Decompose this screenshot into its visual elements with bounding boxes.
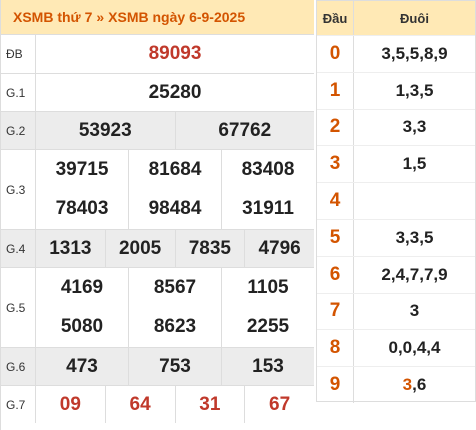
prize-number: 53923: [78, 119, 132, 141]
prize-row: ĐB 89093: [1, 34, 314, 73]
loto-row: 8 0,0,4,4: [317, 329, 475, 367]
loto-rows: 0 3,5,5,8,9 1 1,3,5 2 3,3 3 1,5 4 5 3,3,5 6 2,4,7,7,…: [317, 35, 475, 403]
loto-table: Đầu Đuôi 0 3,5,5,8,9 1 1,3,5 2 3,3 3 1,5 4 5 3,3,5…: [316, 0, 476, 403]
prize-number: 78403: [55, 198, 109, 220]
prize-number: 1313: [49, 237, 92, 259]
loto-head-digit: 1: [317, 72, 354, 109]
prize-number: 7835: [174, 230, 245, 267]
loto-tail-column-title: Đuôi: [400, 10, 429, 26]
loto-head-digit: 0: [317, 36, 354, 72]
prize-label: G.2: [1, 112, 36, 149]
loto-tail-digits: 3,3: [402, 117, 427, 137]
loto-tail-digits: 3,5,5,8,9: [381, 43, 448, 63]
prize-number: 67: [244, 386, 314, 423]
loto-head-column-title: Đầu: [317, 1, 354, 35]
loto-tail-digits: 1,3,5: [395, 80, 434, 100]
loto-tail-digits: 3,3,5: [395, 227, 434, 247]
prize-number: 5080: [60, 316, 104, 338]
prize-number: 83408: [221, 150, 314, 190]
prize-row: G.6 473 753 153: [1, 347, 314, 385]
breadcrumb-separator: »: [96, 9, 105, 25]
prize-label: G.6: [1, 348, 36, 385]
loto-tail-digits: 3,6: [354, 367, 475, 403]
loto-head-digit: 4: [317, 183, 354, 219]
loto-tail-digits: 3: [409, 301, 420, 321]
prize-number: 98484: [128, 189, 221, 229]
prize-row: G.3 39715 81684 83408 78403 98484 31911: [1, 149, 314, 229]
loto-head-digit: 5: [317, 219, 354, 256]
prize-number: 81684: [128, 150, 221, 190]
prize-number: 8623: [128, 307, 221, 347]
prize-number: 2255: [221, 307, 314, 347]
prize-number: 09: [59, 393, 81, 415]
prize-number: 2005: [104, 230, 175, 267]
prize-number: 31911: [221, 189, 314, 229]
prize-label: G.3: [1, 150, 36, 229]
prize-number: 4796: [244, 230, 314, 267]
prize-number: 39715: [55, 158, 109, 180]
prize-number: 25280: [148, 81, 202, 103]
loto-tail-part: 3: [402, 375, 413, 395]
prize-number: 8567: [128, 268, 221, 308]
prize-label: ĐB: [1, 35, 36, 73]
prize-label: G.1: [1, 74, 36, 111]
prize-number: 31: [174, 386, 245, 423]
loto-row: 6 2,4,7,7,9: [317, 255, 475, 293]
loto-row: 2 3,3: [317, 108, 475, 146]
xsmb-date-link[interactable]: XSMB ngày 6-9-2025: [108, 9, 246, 25]
prize-row: G.1 25280: [1, 73, 314, 111]
loto-row: 0 3,5,5,8,9: [317, 35, 475, 72]
loto-row: 1 1,3,5: [317, 71, 475, 109]
prize-row: G.5 4169 8567 1105 5080 8623 2255: [1, 267, 314, 347]
prize-label: G.5: [1, 268, 36, 347]
prize-label: G.7: [1, 386, 36, 423]
loto-row: 3 1,5: [317, 145, 475, 183]
prize-number: 753: [128, 348, 221, 385]
prize-rows: ĐB 89093 G.1 25280 G.2 53923 67762 G.3 39715 8168…: [1, 34, 314, 423]
prize-row: G.7 09 64 31 67: [1, 385, 314, 423]
prize-row: G.2 53923 67762: [1, 111, 314, 149]
loto-head-digit: 3: [317, 146, 354, 183]
loto-row: 4: [317, 182, 475, 219]
prize-number: 4169: [60, 276, 104, 298]
prize-row: G.4 1313 2005 7835 4796: [1, 229, 314, 267]
loto-head-digit: 8: [317, 330, 354, 367]
prize-number: 1105: [221, 268, 314, 308]
loto-tail-digits: [354, 183, 475, 219]
loto-header: Đầu Đuôi: [317, 1, 475, 35]
loto-row: 5 3,3,5: [317, 218, 475, 256]
loto-tail-digits: 0,0,4,4: [388, 338, 441, 358]
prize-number: 473: [66, 355, 98, 377]
prize-label: G.4: [1, 230, 36, 267]
prize-number: 64: [104, 386, 175, 423]
loto-head-digit: 2: [317, 109, 354, 146]
loto-tail-digits: 2,4,7,7,9: [381, 264, 448, 284]
prize-number: 67762: [174, 112, 315, 149]
loto-head-digit: 9: [317, 367, 354, 403]
loto-tail-part: ,6: [412, 375, 427, 395]
results-header: XSMB thứ 7 » XSMB ngày 6-9-2025: [1, 0, 314, 34]
prize-number: 89093: [148, 43, 202, 64]
loto-head-digit: 7: [317, 293, 354, 330]
prize-number: 153: [221, 348, 314, 385]
loto-head-digit: 6: [317, 256, 354, 293]
xsmb-weekday-link[interactable]: XSMB thứ 7: [13, 9, 93, 25]
loto-row: 9 3,6: [317, 366, 475, 403]
results-table: XSMB thứ 7 » XSMB ngày 6-9-2025 ĐB 89093 G…: [0, 0, 314, 430]
loto-tail-digits: 1,5: [402, 154, 427, 174]
